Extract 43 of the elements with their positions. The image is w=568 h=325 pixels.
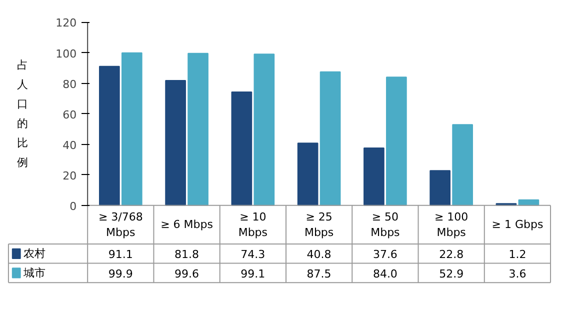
data-label: 52.9 (439, 267, 464, 280)
x-tick-label: ≥ 10 Mbps (238, 210, 268, 240)
data-label: 84.0 (372, 267, 398, 280)
data-label: 81.8 (174, 248, 200, 262)
bar (188, 52, 208, 206)
data-label: 74.3 (240, 248, 266, 262)
bar (320, 71, 341, 206)
x-tick-label: ≥ 25 Mbps (304, 210, 334, 240)
y-tick-label: 80 (62, 78, 77, 91)
y-axis-title: 占人口的比例 (16, 58, 28, 170)
y-tick-label: 120 (56, 16, 77, 30)
data-label: 91.1 (108, 248, 133, 262)
bar (452, 124, 473, 206)
bar (165, 80, 186, 206)
bar (430, 170, 450, 206)
legend-label: 城市 (22, 266, 46, 280)
data-label: 99.6 (174, 267, 200, 280)
bar (98, 66, 120, 206)
y-tick-label: 60 (62, 108, 77, 122)
bar (231, 91, 252, 206)
y-tick-label: 100 (56, 47, 77, 60)
data-label: 3.6 (508, 267, 526, 280)
y-tick-label: 40 (62, 138, 77, 152)
x-tick-label: ≥ 6 Mbps (160, 218, 214, 232)
bar (386, 76, 407, 206)
data-label: 87.5 (306, 267, 332, 280)
x-tick-label: ≥ 100 Mbps (434, 210, 468, 240)
data-label: 37.6 (372, 248, 398, 262)
data-label: 99.9 (108, 267, 133, 280)
x-tick-label: ≥ 1 Gbps (492, 218, 544, 232)
legend-label: 农村 (23, 247, 46, 260)
data-label: 22.8 (439, 248, 464, 262)
y-tick-label: 20 (62, 169, 77, 182)
bar (364, 148, 384, 206)
data-label: 99.1 (240, 267, 266, 280)
x-tick-label: ≥ 50 Mbps (370, 210, 400, 240)
bar (297, 142, 318, 206)
y-tick-label: 0 (70, 200, 77, 213)
bar (121, 52, 142, 206)
data-label: 40.8 (306, 248, 332, 262)
bar (254, 54, 275, 206)
data-label: 1.2 (508, 248, 526, 262)
x-tick-label: ≥ 3/768 Mbps (98, 210, 143, 240)
